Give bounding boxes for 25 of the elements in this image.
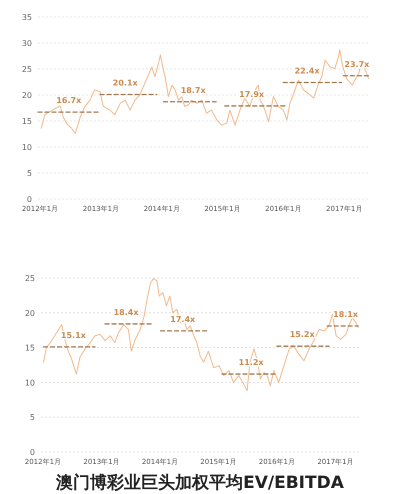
- y-tick-label: 5: [30, 413, 35, 422]
- y-tick-label: 0: [26, 195, 32, 204]
- y-tick-label: 10: [24, 378, 35, 388]
- line-series: [40, 49, 369, 134]
- y-tick-label: 25: [24, 274, 35, 283]
- annotation: 18.1x: [333, 310, 359, 320]
- annotation: 20.1x: [112, 78, 139, 88]
- annotation: 18.7x: [180, 86, 206, 95]
- y-tick-label: 20: [22, 91, 32, 100]
- annotation: 22.4x: [294, 66, 320, 76]
- line-series: [43, 278, 359, 392]
- y-tick-label: 10: [22, 143, 32, 152]
- annotation: 15.2x: [290, 330, 316, 340]
- y-tick-label: 15: [24, 344, 35, 353]
- annotation: 23.7x: [344, 60, 370, 69]
- y-tick-label: 5: [26, 169, 32, 178]
- y-tick-label: 35: [22, 13, 32, 22]
- annotation: 18.4x: [114, 308, 140, 317]
- y-tick-label: 0: [30, 448, 35, 457]
- y-tick-label: 30: [22, 39, 32, 48]
- y-tick-label: 15: [22, 117, 32, 126]
- y-tick-label: 25: [22, 65, 32, 74]
- y-tick-label: 20: [24, 308, 35, 318]
- text: 澳门博彩业巨头加权平均EV/EBITDA: [55, 473, 345, 493]
- annotation: 16.7x: [56, 96, 82, 106]
